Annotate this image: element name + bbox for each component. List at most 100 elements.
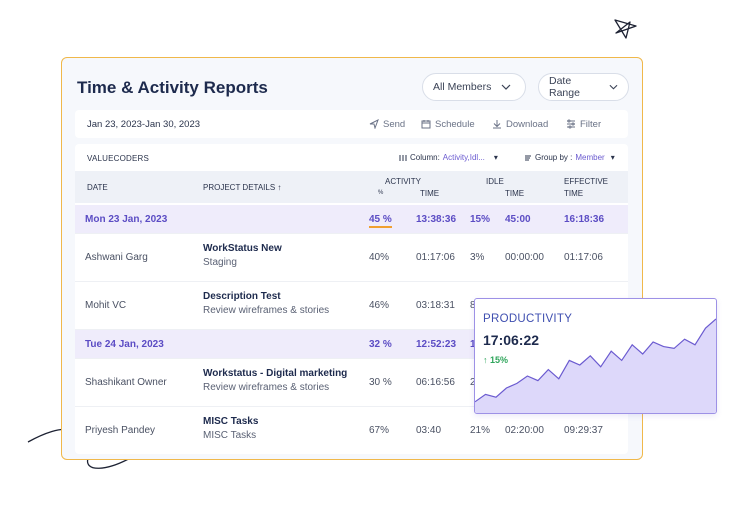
header-project[interactable]: PROJECT DETAILS ↑ [203, 183, 282, 192]
idle-pct: 3% [470, 252, 485, 263]
member-name: Priyesh Pandey [85, 425, 156, 436]
table-row[interactable]: Mohit VC Description Test Review wirefra… [75, 282, 628, 330]
idle-time: 00:00:00 [505, 252, 544, 263]
chevron-down-icon [609, 84, 618, 90]
project-name: Workstatus - Digital marketing [203, 368, 348, 379]
filter-label: Filter [580, 118, 602, 130]
productivity-delta: ↑ 15% [483, 355, 508, 365]
send-button[interactable]: Send [369, 110, 405, 138]
member-name: Ashwani Garg [85, 252, 148, 263]
idle-pct: 8 [470, 300, 476, 311]
send-label: Send [383, 118, 406, 130]
day-date: Mon 23 Jan, 2023 [85, 214, 168, 225]
task-name: MISC Tasks [203, 430, 257, 441]
organization-name: VALUECODERS [87, 154, 150, 163]
project-details: Workstatus - Digital marketing Review wi… [203, 368, 347, 393]
header-idle: IDLE [486, 177, 504, 186]
table-row[interactable]: Ashwani Garg WorkStatus New Staging 40% … [75, 234, 628, 282]
activity-pct: 30 % [369, 377, 392, 388]
group-by-label: Group by : [535, 153, 573, 162]
task-name: Review wireframes & stories [203, 305, 330, 316]
day-idle-time: 45:00 [505, 214, 531, 225]
project-details: MISC Tasks MISC Tasks [203, 416, 258, 441]
schedule-button[interactable]: Schedule [421, 110, 475, 138]
idle-time: 02:20:00 [505, 425, 544, 436]
table-header: DATE PROJECT DETAILS ↑ ACTIVITY % TIME I… [75, 171, 628, 203]
effective-time: 01:17:06 [564, 252, 603, 263]
date-range-dropdown[interactable]: Date Range [538, 73, 629, 101]
member-name: Mohit VC [85, 300, 127, 311]
productivity-title: PRODUCTIVITY [483, 313, 573, 325]
chevron-down-icon [501, 84, 511, 90]
task-name: Review wireframes & stories [203, 382, 330, 393]
column-selector[interactable]: Column: Activity,Idl... ▾ [399, 153, 498, 162]
star-doodle-icon [614, 19, 637, 39]
day-activity-time: 12:52:23 [416, 339, 457, 350]
activity-pct: 67% [369, 425, 390, 436]
table-row[interactable]: Shashikant Owner Workstatus - Digital ma… [75, 359, 628, 407]
member-name: Shashikant Owner [85, 377, 167, 388]
project-name: Description Test [203, 291, 281, 302]
productivity-time: 17:06:22 [483, 332, 540, 348]
group-by-value: Member [575, 153, 605, 162]
members-dropdown-label: All Members [433, 81, 492, 93]
day-activity-pct: 45 % [369, 214, 392, 228]
group-by-selector[interactable]: Group by : Member ▾ [524, 153, 615, 162]
project-details: WorkStatus New Staging [203, 243, 282, 268]
download-label: Download [506, 118, 549, 130]
report-toolbar: Jan 23, 2023-Jan 30, 2023 Send Schedule … [75, 110, 628, 138]
day-date: Tue 24 Jan, 2023 [85, 339, 164, 350]
calendar-icon [421, 120, 431, 129]
day-activity-time: 13:38:36 [416, 214, 457, 225]
selected-date-range: Jan 23, 2023-Jan 30, 2023 [87, 118, 201, 130]
header-effective: EFFECTIVE [564, 177, 609, 186]
project-details: Description Test Review wireframes & sto… [203, 291, 329, 316]
day-effective-time: 16:18:36 [564, 214, 605, 225]
activity-time: 06:16:56 [416, 377, 455, 388]
productivity-trend-chart [475, 318, 716, 413]
productivity-card: PRODUCTIVITY 17:06:22 ↑ 15% [474, 298, 717, 414]
task-name: Staging [203, 257, 237, 268]
members-dropdown[interactable]: All Members [422, 73, 526, 101]
idle-pct: 2 [470, 377, 476, 388]
column-selector-value: Activity,Idl... [442, 153, 485, 162]
effective-time: 09:29:37 [564, 425, 603, 436]
filter-icon [567, 119, 575, 129]
header-activity-pct: % [378, 190, 384, 196]
activity-time: 01:17:06 [416, 252, 455, 263]
header-date: DATE [87, 183, 108, 192]
trend-line [475, 318, 716, 403]
day-summary-row: Mon 23 Jan, 2023 45 % 13:38:36 15% 45:00… [75, 205, 628, 234]
activity-pct: 40% [369, 252, 390, 263]
activity-time: 03:40 [416, 425, 442, 436]
header-idle-time: TIME [505, 189, 525, 198]
day-idle-pct: 15% [470, 214, 491, 225]
trend-area [475, 319, 716, 413]
column-selector-label: Column: [410, 153, 440, 162]
columns-icon [399, 154, 407, 161]
arrow-up-icon: ↑ [483, 355, 488, 365]
reports-card: Time & Activity Reports All Members Date… [61, 57, 643, 460]
filter-button[interactable]: Filter [566, 110, 601, 138]
project-name: WorkStatus New [203, 243, 282, 254]
download-button[interactable]: Download [492, 110, 548, 138]
chevron-down-icon: ▾ [610, 153, 615, 162]
table-row[interactable]: Priyesh Pandey MISC Tasks MISC Tasks 67%… [75, 407, 628, 454]
date-range-dropdown-label: Date Range [549, 75, 580, 99]
activity-time: 03:18:31 [416, 300, 455, 311]
idle-pct: 21% [470, 425, 491, 436]
activity-pct: 46% [369, 300, 390, 311]
chevron-down-icon: ▾ [493, 153, 498, 162]
page-title: Time & Activity Reports [77, 78, 268, 97]
header-activity: ACTIVITY [385, 177, 422, 186]
project-name: MISC Tasks [203, 416, 259, 427]
download-icon [493, 120, 501, 129]
day-idle-pct: 1 [470, 339, 476, 350]
schedule-label: Schedule [435, 118, 475, 130]
day-activity-pct: 32 % [369, 339, 392, 350]
header-effective-time: TIME [564, 189, 584, 198]
header-activity-time: TIME [420, 189, 440, 198]
group-icon [525, 155, 531, 160]
send-icon [369, 119, 379, 129]
productivity-delta-value: 15% [490, 355, 509, 365]
